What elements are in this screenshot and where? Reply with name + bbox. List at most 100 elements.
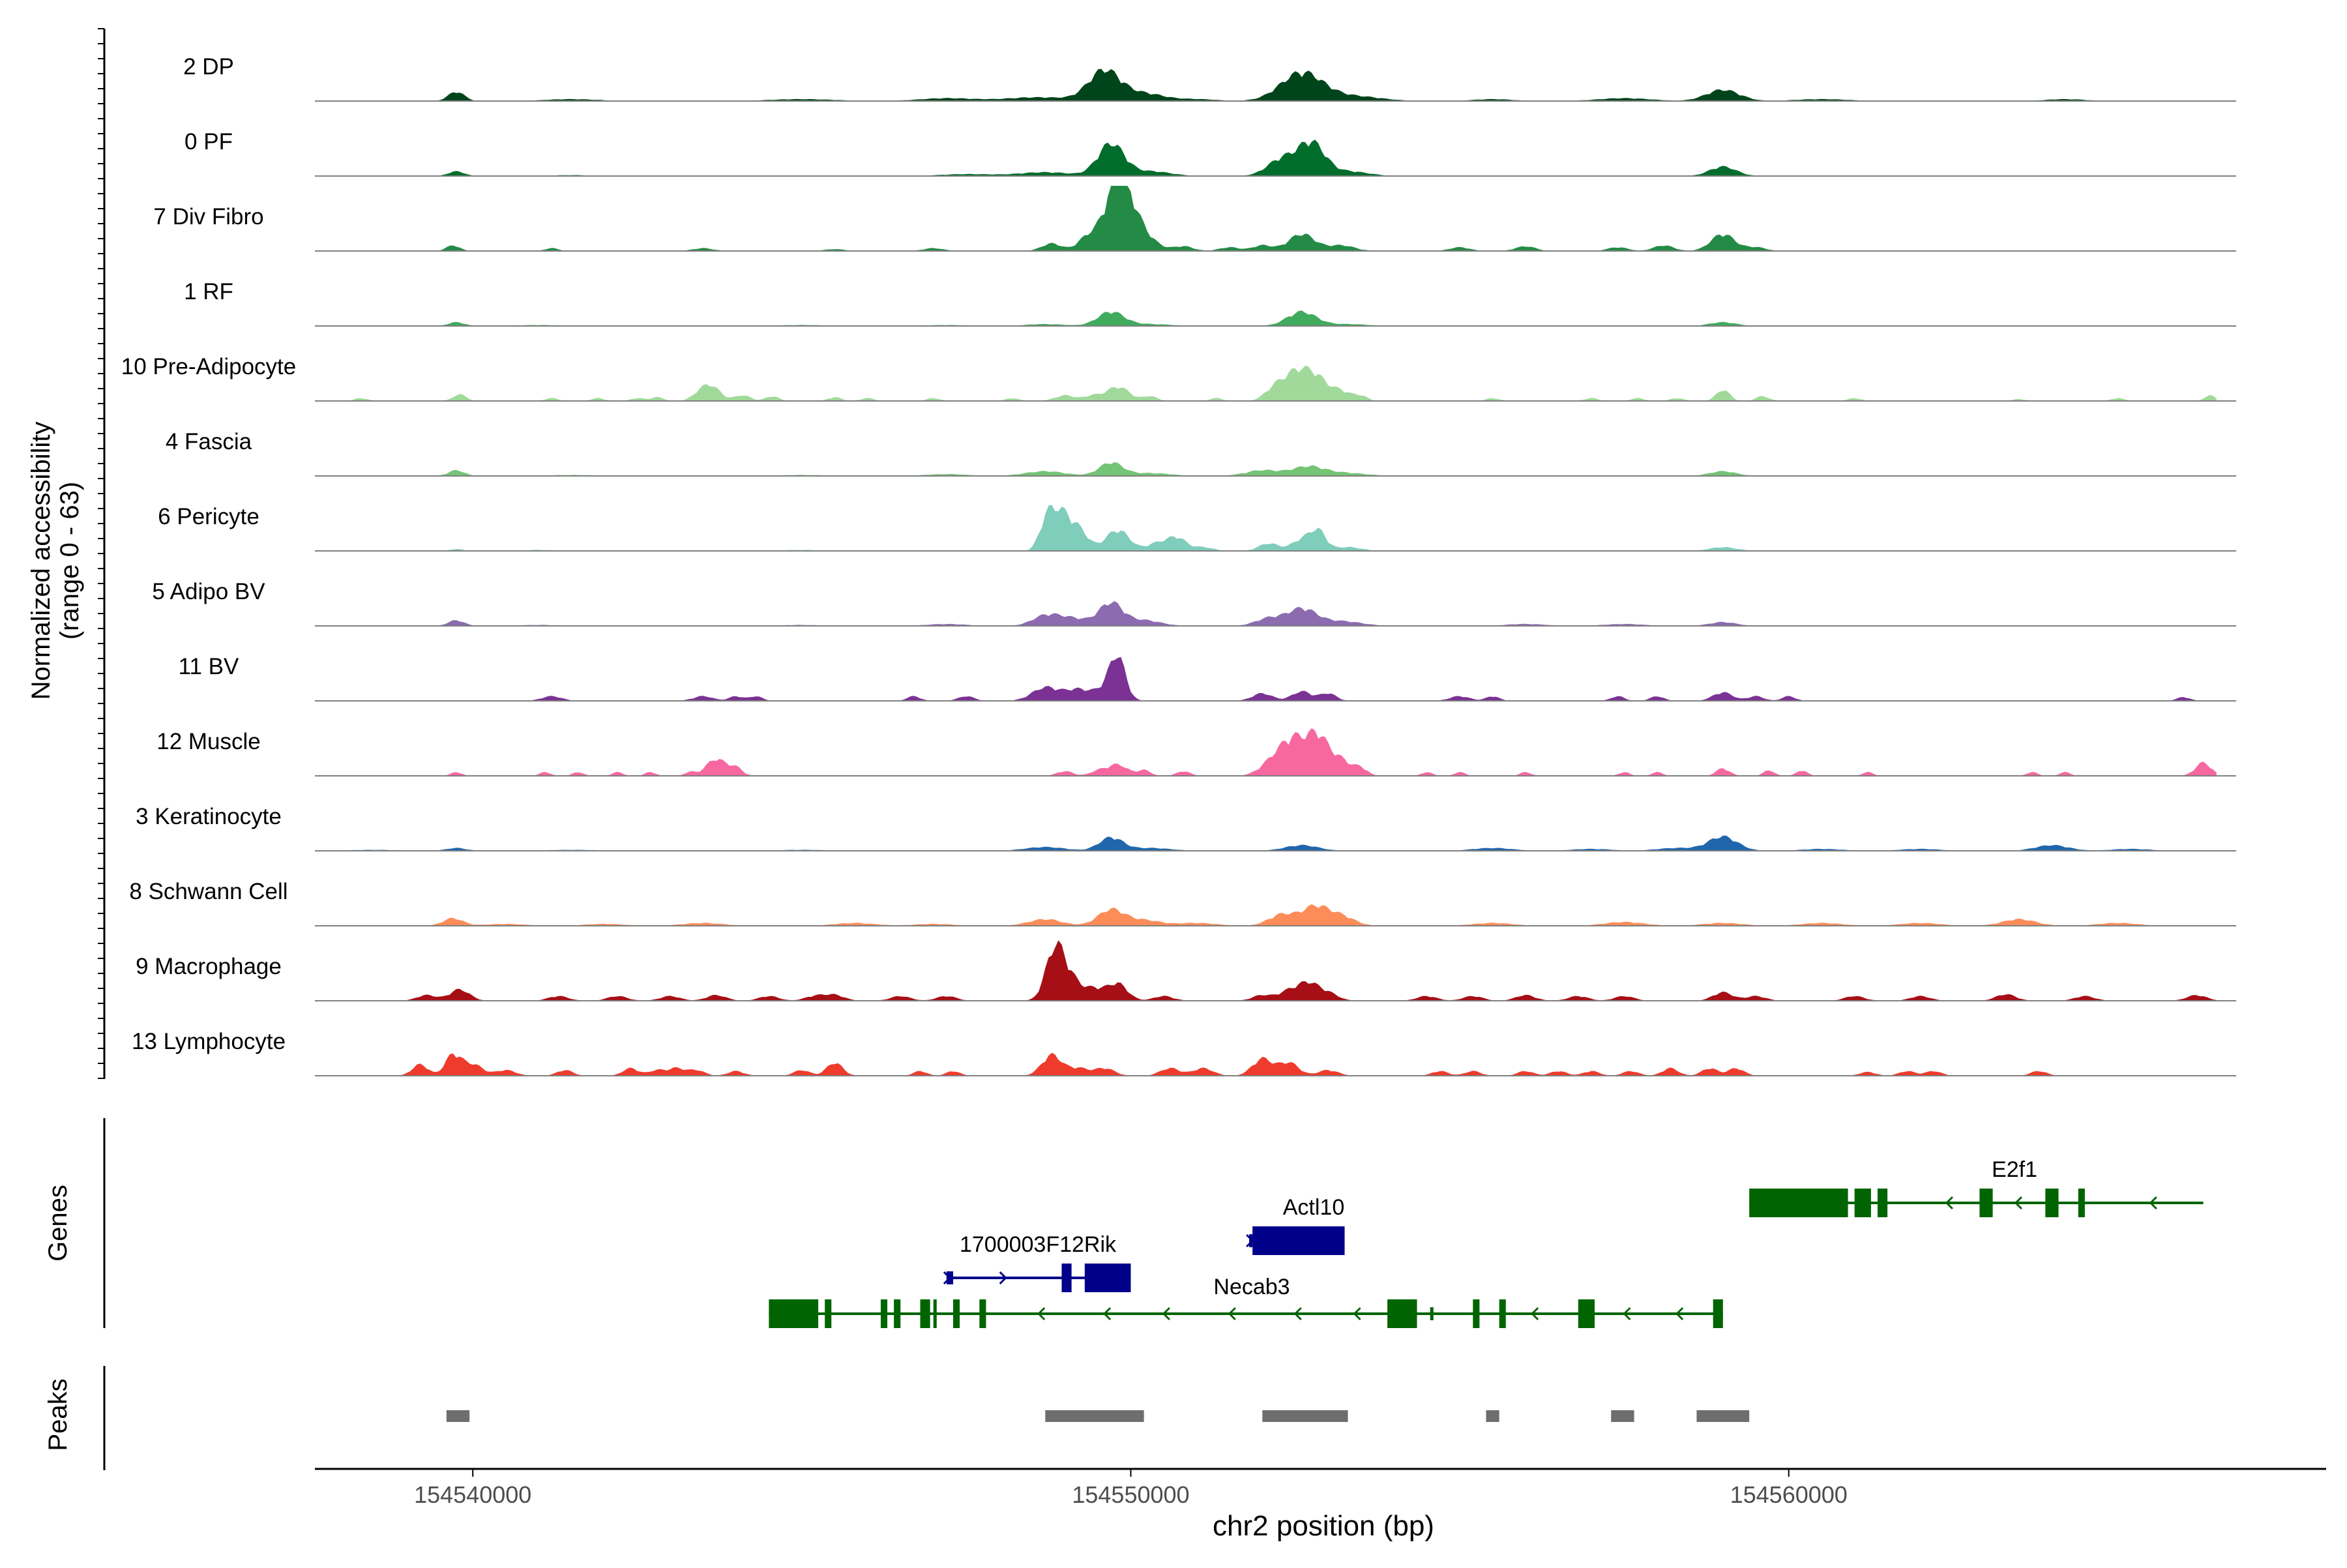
track-1: 0 PF xyxy=(185,129,2236,177)
strand-arrow xyxy=(1623,1307,1631,1321)
strand-arrow xyxy=(943,1271,952,1285)
track-7: 5 Adipo BV xyxy=(152,579,2236,627)
track-label: 5 Adipo BV xyxy=(152,579,265,604)
coverage-area xyxy=(315,1052,2217,1076)
track-10: 3 Keratinocyte xyxy=(136,804,2236,851)
track-2: 7 Div Fibro xyxy=(153,186,2236,252)
coverage-area xyxy=(315,904,2217,926)
gene-exon xyxy=(1252,1226,1345,1255)
position-x-axis: 154540000 154550000 154560000 xyxy=(315,1468,2326,1508)
strand-arrow xyxy=(1102,1307,1112,1321)
strand-arrow xyxy=(1162,1307,1170,1321)
strand-arrow xyxy=(1530,1307,1539,1321)
x-tick-label: 154540000 xyxy=(414,1481,531,1508)
gene-exon xyxy=(1473,1299,1480,1328)
coverage-area xyxy=(315,835,2217,851)
track-3: 1 RF xyxy=(184,279,2236,327)
coverage-tracks: 2 DP 0 PF 7 Div Fibro 1 RF 10 Pre-Adipocyte 4… xyxy=(121,54,2236,1076)
peak-region xyxy=(1262,1410,1348,1422)
strand-arrow xyxy=(1293,1307,1302,1321)
genes-panel: E2f1 Actl10 1700003F12Rik Necab3 xyxy=(103,1118,2204,1328)
track-11: 8 Schwann Cell xyxy=(129,879,2236,926)
gene-exon xyxy=(1979,1189,1993,1217)
strand-arrow xyxy=(1228,1307,1236,1321)
strand-arrow xyxy=(999,1271,1007,1285)
track-label: 12 Muscle xyxy=(156,729,261,754)
track-label: 13 Lymphocyte xyxy=(132,1029,286,1054)
gene-exon xyxy=(952,1299,960,1328)
gene-label: Actl10 xyxy=(1283,1195,1345,1220)
gene-exon xyxy=(769,1299,819,1328)
strand-arrow xyxy=(1945,1196,1953,1210)
track-label: 6 Pericyte xyxy=(158,504,259,529)
peak-region xyxy=(1045,1410,1144,1422)
gene-necab3: Necab3 xyxy=(769,1275,1723,1328)
coverage-area xyxy=(315,140,2217,176)
track-0: 2 DP xyxy=(183,54,2236,102)
track-label: 7 Div Fibro xyxy=(153,204,263,229)
track-13: 13 Lymphocyte xyxy=(132,1029,2236,1076)
x-axis-label: chr2 position (bp) xyxy=(1213,1510,1434,1542)
track-label: 2 DP xyxy=(183,54,234,80)
coverage-area xyxy=(315,505,2217,551)
coverage-area xyxy=(315,365,2217,401)
track-9: 12 Muscle xyxy=(156,728,2236,777)
x-tick-label: 154550000 xyxy=(1072,1481,1189,1508)
gene-exon xyxy=(1578,1299,1595,1328)
gene-exon xyxy=(933,1299,937,1328)
gene-label: E2f1 xyxy=(1992,1157,2037,1182)
peak-region xyxy=(446,1410,470,1422)
gene-exon xyxy=(880,1299,888,1328)
track-label: 4 Fascia xyxy=(166,429,252,454)
gene-exon xyxy=(2078,1189,2085,1217)
coverage-area xyxy=(315,462,2217,476)
gene-label: 1700003F12Rik xyxy=(960,1232,1117,1257)
strand-arrow xyxy=(1246,1234,1254,1248)
track-label: 10 Pre-Adipocyte xyxy=(121,354,296,379)
track-label: 0 PF xyxy=(185,129,233,155)
gene-exon xyxy=(1713,1299,1723,1328)
track-label: 11 BV xyxy=(179,654,239,679)
strand-arrow xyxy=(1675,1307,1684,1321)
gene-exon xyxy=(2045,1189,2059,1217)
coverage-area xyxy=(315,940,2217,1001)
y-axis-label-line1: Normalized accessibility xyxy=(27,422,55,700)
coverage-area xyxy=(315,600,2217,626)
gene-actl10: Actl10 xyxy=(1246,1195,1345,1255)
gene-exon xyxy=(825,1299,832,1328)
coverage-area xyxy=(315,310,2217,326)
coverage-area xyxy=(315,186,2217,251)
gene-e2f1: E2f1 xyxy=(1749,1157,2204,1217)
track-label: 3 Keratinocyte xyxy=(136,804,282,829)
gene-exon xyxy=(1430,1307,1434,1320)
gene-exon xyxy=(1877,1189,1888,1217)
gene-exon xyxy=(1499,1299,1506,1328)
genes-axis-label: Genes xyxy=(44,1185,72,1262)
coverage-area xyxy=(315,728,2217,776)
gene-exon xyxy=(979,1299,986,1328)
coverage-area xyxy=(315,657,2217,701)
gene-exon xyxy=(920,1299,930,1328)
strand-arrow xyxy=(2149,1196,2157,1210)
peak-region xyxy=(1611,1410,1634,1422)
gene-exon xyxy=(1084,1264,1131,1292)
track-label: 1 RF xyxy=(184,279,233,304)
gene-label: Necab3 xyxy=(1213,1275,1290,1299)
y-axis-label-line2: (range 0 - 63) xyxy=(55,482,84,640)
strand-arrow xyxy=(1037,1307,1046,1321)
peaks-panel xyxy=(103,1366,1750,1470)
gene-exon xyxy=(894,1299,901,1328)
strand-arrow xyxy=(1353,1307,1361,1321)
track-12: 9 Macrophage xyxy=(136,940,2236,1001)
track-6: 6 Pericyte xyxy=(158,504,2236,552)
track-label: 9 Macrophage xyxy=(136,954,282,979)
accessibility-y-axis xyxy=(98,28,106,1079)
track-label: 8 Schwann Cell xyxy=(129,879,288,904)
x-tick-label: 154560000 xyxy=(1730,1481,1848,1508)
gene-exon xyxy=(1249,1234,1253,1247)
track-5: 4 Fascia xyxy=(166,429,2236,477)
gene-exon xyxy=(1061,1264,1072,1292)
peaks-axis-label: Peaks xyxy=(44,1378,72,1451)
